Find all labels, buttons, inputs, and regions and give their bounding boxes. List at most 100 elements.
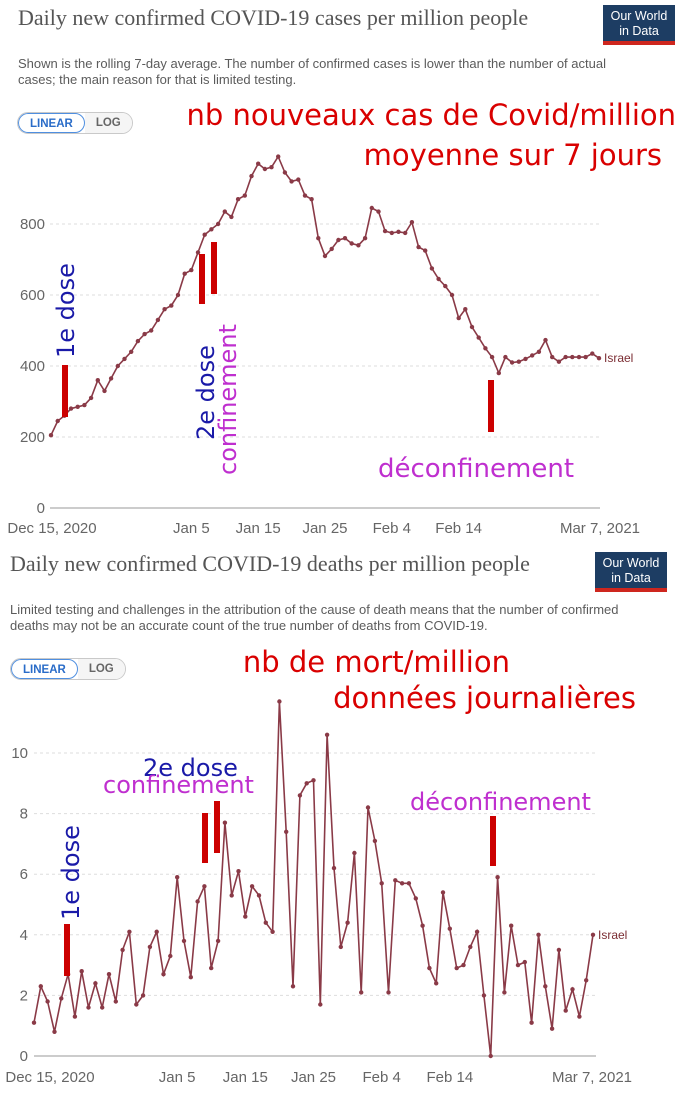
data-point xyxy=(556,359,562,364)
data-point xyxy=(195,250,201,255)
data-point xyxy=(382,228,388,234)
data-point xyxy=(576,354,582,360)
deaths-chart: 0 2 4 6 8 10 Dec 15, 2020 Jan 5 Jan 15 Jan 25 Feb … xyxy=(5,645,636,1086)
owid-logo-line2: in Data xyxy=(619,24,659,38)
log-scale-button[interactable]: LOG xyxy=(84,113,132,133)
data-point xyxy=(362,236,368,241)
owid-logo[interactable]: Our World in Data xyxy=(603,5,675,45)
data-point xyxy=(127,929,132,934)
annotation-confinement: confinement xyxy=(214,324,242,475)
data-point xyxy=(342,236,348,241)
data-point xyxy=(503,354,508,360)
data-point xyxy=(563,1008,568,1013)
data-point xyxy=(413,896,418,901)
data-point xyxy=(135,338,141,344)
annotation-bar xyxy=(202,813,208,863)
data-point xyxy=(189,267,194,273)
data-point xyxy=(590,351,595,356)
data-point xyxy=(162,307,167,312)
data-point xyxy=(188,975,193,980)
data-point xyxy=(297,793,303,798)
data-point xyxy=(406,881,412,886)
data-point xyxy=(396,229,401,234)
data-point xyxy=(262,166,268,172)
data-point xyxy=(356,243,361,248)
data-point xyxy=(590,932,596,937)
data-point xyxy=(556,947,562,953)
data-point xyxy=(495,875,500,880)
annotation-bar xyxy=(214,801,220,853)
owid-logo[interactable]: Our World in Data xyxy=(595,552,667,592)
data-point xyxy=(309,197,314,202)
data-point xyxy=(420,923,425,928)
data-point xyxy=(276,154,281,159)
data-point xyxy=(120,947,125,953)
data-point xyxy=(82,402,87,408)
x-tick-label: Jan 15 xyxy=(223,1069,268,1086)
data-point xyxy=(365,805,371,810)
data-point xyxy=(222,820,228,825)
data-point xyxy=(296,177,301,182)
data-point xyxy=(289,179,294,184)
annotation-headline: données journalières xyxy=(333,681,636,715)
data-point xyxy=(72,1014,78,1019)
data-point xyxy=(393,878,398,883)
series-line xyxy=(33,701,594,1057)
annotation-bar xyxy=(62,365,68,417)
data-point xyxy=(45,999,50,1004)
data-point xyxy=(209,227,214,232)
data-point xyxy=(399,881,405,886)
data-point xyxy=(100,1005,105,1010)
data-point xyxy=(456,315,461,321)
data-point xyxy=(416,244,421,250)
linear-scale-button[interactable]: LINEAR xyxy=(18,113,85,133)
data-point xyxy=(427,965,432,971)
data-point xyxy=(481,993,487,998)
data-point xyxy=(474,929,480,934)
data-point xyxy=(304,781,309,786)
log-scale-button[interactable]: LOG xyxy=(77,659,125,679)
y-tick-label: 800 xyxy=(20,216,45,233)
data-point xyxy=(229,214,234,220)
data-point xyxy=(488,1053,493,1059)
data-point xyxy=(583,354,588,360)
annotation-confinement: confinement xyxy=(103,771,254,799)
y-tick-label: 400 xyxy=(20,358,45,375)
scale-toggle: LINEAR LOG xyxy=(10,658,126,680)
data-point xyxy=(530,353,535,358)
data-point xyxy=(302,193,308,198)
data-point xyxy=(536,349,542,354)
cases-panel: 0 200 400 600 800 Dec 15, 2020 Jan 5 Jan 15 Jan … xyxy=(0,0,684,545)
data-point xyxy=(476,335,481,340)
data-point xyxy=(509,360,515,365)
annotation-dose1: 1e dose xyxy=(57,825,85,920)
data-point xyxy=(352,850,357,856)
owid-logo-line2: in Data xyxy=(611,571,651,585)
data-point xyxy=(549,1026,555,1031)
data-point xyxy=(434,981,439,986)
data-point xyxy=(86,1005,91,1010)
data-point xyxy=(249,173,254,179)
data-point xyxy=(290,984,296,989)
data-point xyxy=(249,884,255,889)
series-line xyxy=(50,154,600,436)
data-point xyxy=(75,404,80,409)
data-point xyxy=(336,237,341,243)
y-tick-label: 0 xyxy=(37,500,45,517)
data-point xyxy=(322,253,328,259)
annotation-headline: nb de mort/million xyxy=(243,645,510,679)
x-tick-label: Jan 25 xyxy=(302,520,347,537)
data-point xyxy=(529,1020,534,1025)
data-point xyxy=(516,359,521,364)
data-point xyxy=(115,363,121,369)
y-tick-label: 600 xyxy=(20,287,45,304)
data-point xyxy=(154,929,159,934)
data-point xyxy=(329,246,334,252)
data-point xyxy=(443,283,448,289)
data-point xyxy=(31,1020,37,1025)
data-point xyxy=(68,406,74,411)
linear-scale-button[interactable]: LINEAR xyxy=(11,659,78,679)
data-point xyxy=(175,875,180,880)
data-point xyxy=(324,732,330,737)
deaths-panel: 0 2 4 6 8 10 Dec 15, 2020 Jan 5 Jan 15 Jan 25 Feb … xyxy=(0,548,684,1096)
